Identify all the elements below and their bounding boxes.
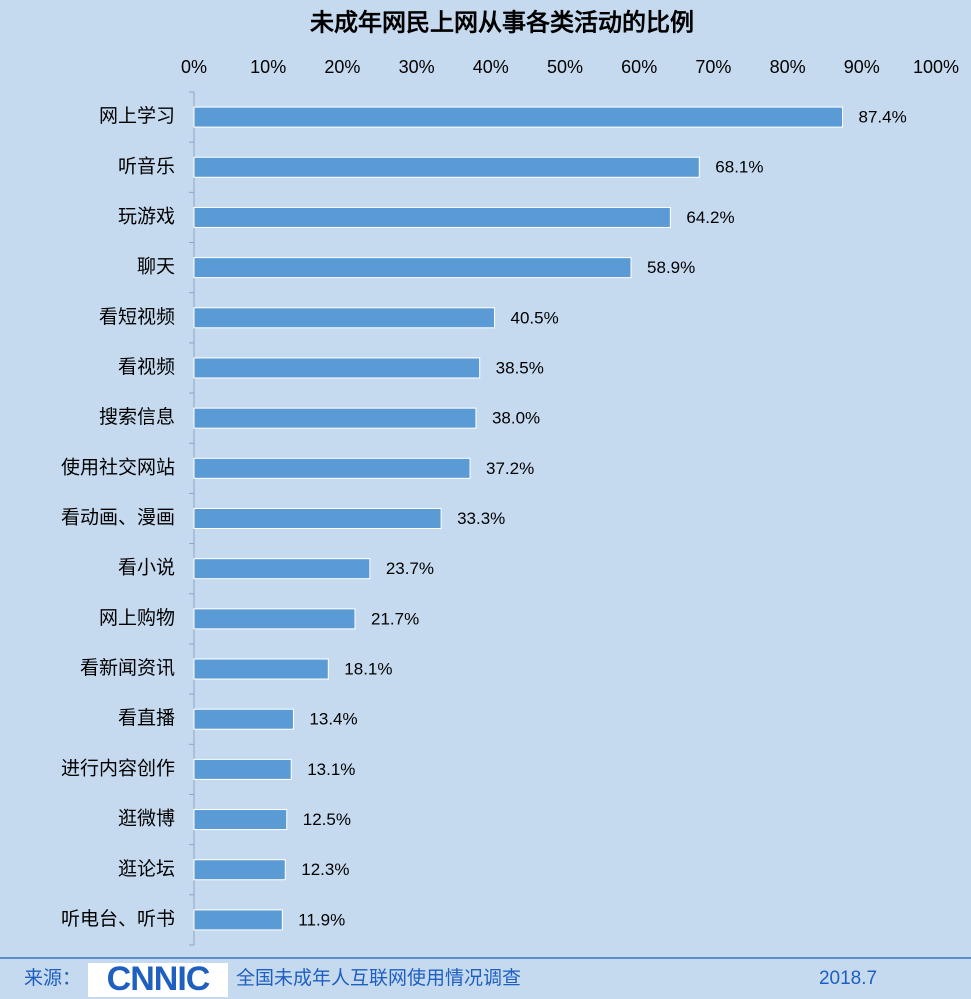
bar xyxy=(193,106,844,128)
bar xyxy=(193,859,286,881)
bar xyxy=(193,457,471,479)
value-label: 12.5% xyxy=(303,810,351,829)
y-tick-label: 搜索信息 xyxy=(99,406,175,428)
y-tick-label: 看视频 xyxy=(118,356,175,378)
value-label: 58.9% xyxy=(647,258,695,277)
bar xyxy=(193,357,481,379)
x-tick-label: 50% xyxy=(547,57,583,77)
source-label: 来源： xyxy=(24,967,81,989)
value-label: 13.1% xyxy=(307,760,355,779)
logo: CNNIC xyxy=(107,960,210,998)
x-tick-label: 80% xyxy=(770,57,806,77)
x-tick-label: 0% xyxy=(181,57,207,77)
y-tick-label: 网上学习 xyxy=(99,105,175,127)
y-tick-label: 看小说 xyxy=(118,557,175,579)
value-label: 11.9% xyxy=(298,910,345,929)
y-tick-label: 看新闻资讯 xyxy=(80,657,175,679)
value-label: 87.4% xyxy=(859,108,907,127)
x-tick-label: 10% xyxy=(250,57,286,77)
value-label: 37.2% xyxy=(486,459,534,478)
bar xyxy=(193,658,329,680)
survey-name: 全国未成年人互联网使用情况调查 xyxy=(236,967,521,989)
x-tick-label: 30% xyxy=(399,57,435,77)
value-label: 40.5% xyxy=(511,308,559,327)
y-tick-label: 看直播 xyxy=(118,707,175,729)
bar xyxy=(193,206,671,228)
y-tick-label: 聊天 xyxy=(137,256,175,278)
value-label: 68.1% xyxy=(715,158,763,177)
logo-box xyxy=(88,963,228,997)
bar xyxy=(193,708,294,730)
y-tick-label: 看动画、漫画 xyxy=(61,507,175,529)
value-label: 13.4% xyxy=(309,710,357,729)
bar xyxy=(193,758,292,780)
x-tick-label: 60% xyxy=(621,57,657,77)
y-tick-label: 玩游戏 xyxy=(118,205,175,227)
chart-title: 未成年网民上网从事各类活动的比例 xyxy=(310,8,694,36)
x-tick-label: 20% xyxy=(324,57,360,77)
bar xyxy=(193,909,283,931)
x-tick-label: 70% xyxy=(695,57,731,77)
y-tick-label: 网上购物 xyxy=(99,607,175,629)
bar xyxy=(193,156,700,178)
y-tick-label: 看短视频 xyxy=(99,306,175,328)
bar xyxy=(193,508,442,529)
date: 2018.7 xyxy=(819,968,877,989)
bar xyxy=(193,257,632,279)
bar xyxy=(193,558,371,580)
value-label: 38.5% xyxy=(496,358,544,377)
x-tick-label: 40% xyxy=(473,57,509,77)
x-tick-label: 90% xyxy=(844,57,880,77)
y-tick-label: 逛论坛 xyxy=(118,858,175,880)
value-label: 12.3% xyxy=(301,860,349,879)
bar xyxy=(193,608,356,630)
value-label: 21.7% xyxy=(371,609,419,628)
x-tick-label: 100% xyxy=(913,57,959,77)
bar xyxy=(193,407,477,429)
y-tick-label: 听音乐 xyxy=(118,155,175,177)
value-label: 38.0% xyxy=(492,409,540,428)
y-tick-label: 进行内容创作 xyxy=(61,757,175,779)
value-label: 64.2% xyxy=(686,208,734,227)
value-label: 23.7% xyxy=(386,559,434,578)
y-tick-label: 使用社交网站 xyxy=(61,456,175,478)
bar xyxy=(193,307,496,329)
bar xyxy=(193,809,288,831)
y-tick-label: 逛微博 xyxy=(118,808,175,830)
value-label: 18.1% xyxy=(344,660,392,679)
y-tick-label: 听电台、听书 xyxy=(61,908,175,930)
value-label: 33.3% xyxy=(457,509,505,528)
